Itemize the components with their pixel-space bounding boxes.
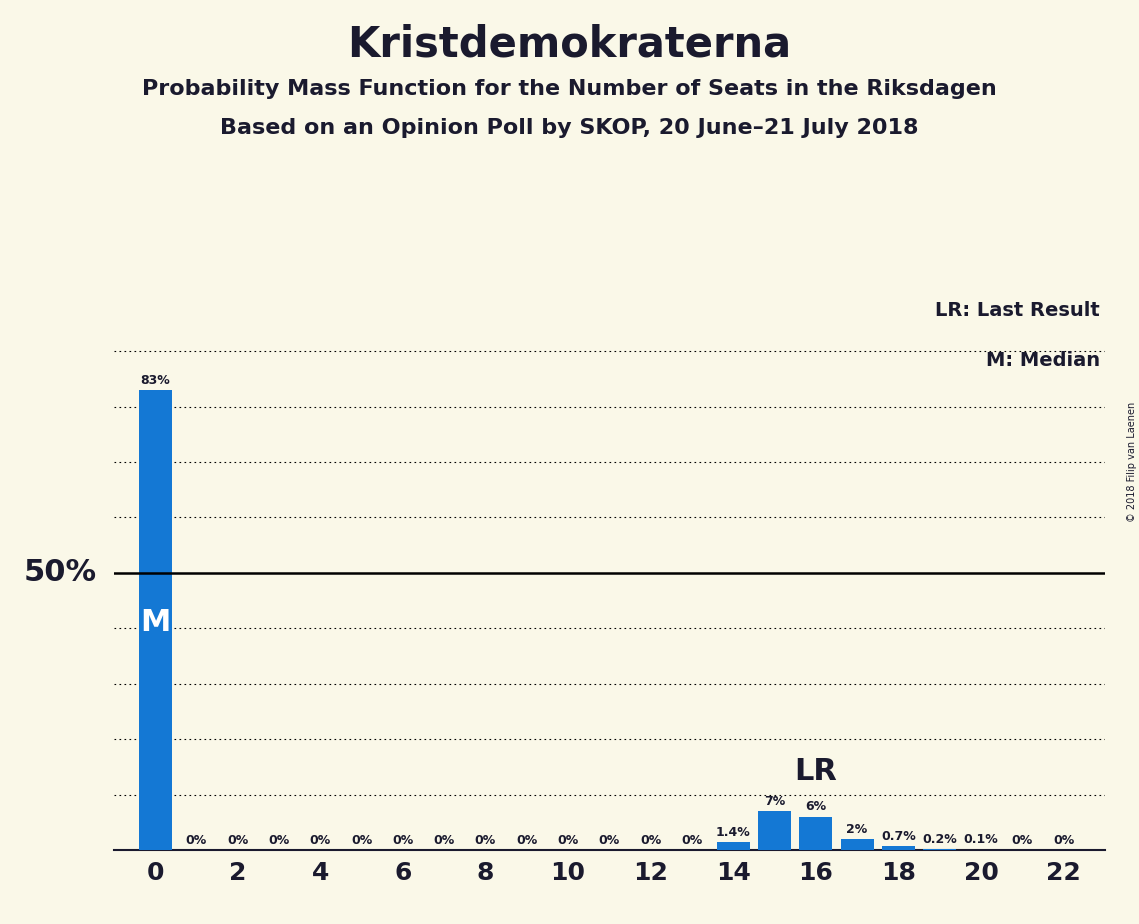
Text: © 2018 Filip van Laenen: © 2018 Filip van Laenen [1126, 402, 1137, 522]
Text: 0%: 0% [681, 833, 703, 846]
Bar [841, 839, 874, 850]
Text: Kristdemokraterna: Kristdemokraterna [347, 23, 792, 65]
Text: 2%: 2% [846, 822, 868, 835]
Bar [882, 846, 915, 850]
Text: 0%: 0% [310, 833, 331, 846]
Text: 0%: 0% [1052, 833, 1074, 846]
Text: LR: LR [794, 758, 837, 786]
Bar [923, 849, 957, 850]
Text: 50%: 50% [24, 558, 97, 588]
Text: 0%: 0% [599, 833, 620, 846]
Text: 0.1%: 0.1% [964, 833, 999, 846]
Text: 0%: 0% [351, 833, 372, 846]
Text: LR: Last Result: LR: Last Result [935, 301, 1100, 321]
Bar [757, 811, 790, 850]
Text: 0%: 0% [640, 833, 662, 846]
Text: 1.4%: 1.4% [715, 826, 751, 839]
Text: 0%: 0% [227, 833, 248, 846]
Text: 0%: 0% [186, 833, 207, 846]
Text: 7%: 7% [764, 795, 785, 808]
Text: 0%: 0% [516, 833, 538, 846]
Text: 0.7%: 0.7% [880, 830, 916, 843]
Text: 6%: 6% [805, 800, 827, 813]
Text: 0.2%: 0.2% [923, 833, 957, 845]
Text: 0%: 0% [269, 833, 289, 846]
Bar [716, 843, 749, 850]
Text: 0%: 0% [434, 833, 454, 846]
Text: Based on an Opinion Poll by SKOP, 20 June–21 July 2018: Based on an Opinion Poll by SKOP, 20 Jun… [220, 118, 919, 139]
Text: 83%: 83% [140, 373, 170, 386]
Bar [800, 817, 833, 850]
Text: 0%: 0% [475, 833, 497, 846]
Text: Probability Mass Function for the Number of Seats in the Riksdagen: Probability Mass Function for the Number… [142, 79, 997, 99]
Text: M: M [140, 608, 171, 638]
Bar [139, 390, 172, 850]
Text: 0%: 0% [557, 833, 579, 846]
Text: 0%: 0% [392, 833, 413, 846]
Text: M: Median: M: Median [985, 351, 1100, 371]
Text: 0%: 0% [1011, 833, 1033, 846]
